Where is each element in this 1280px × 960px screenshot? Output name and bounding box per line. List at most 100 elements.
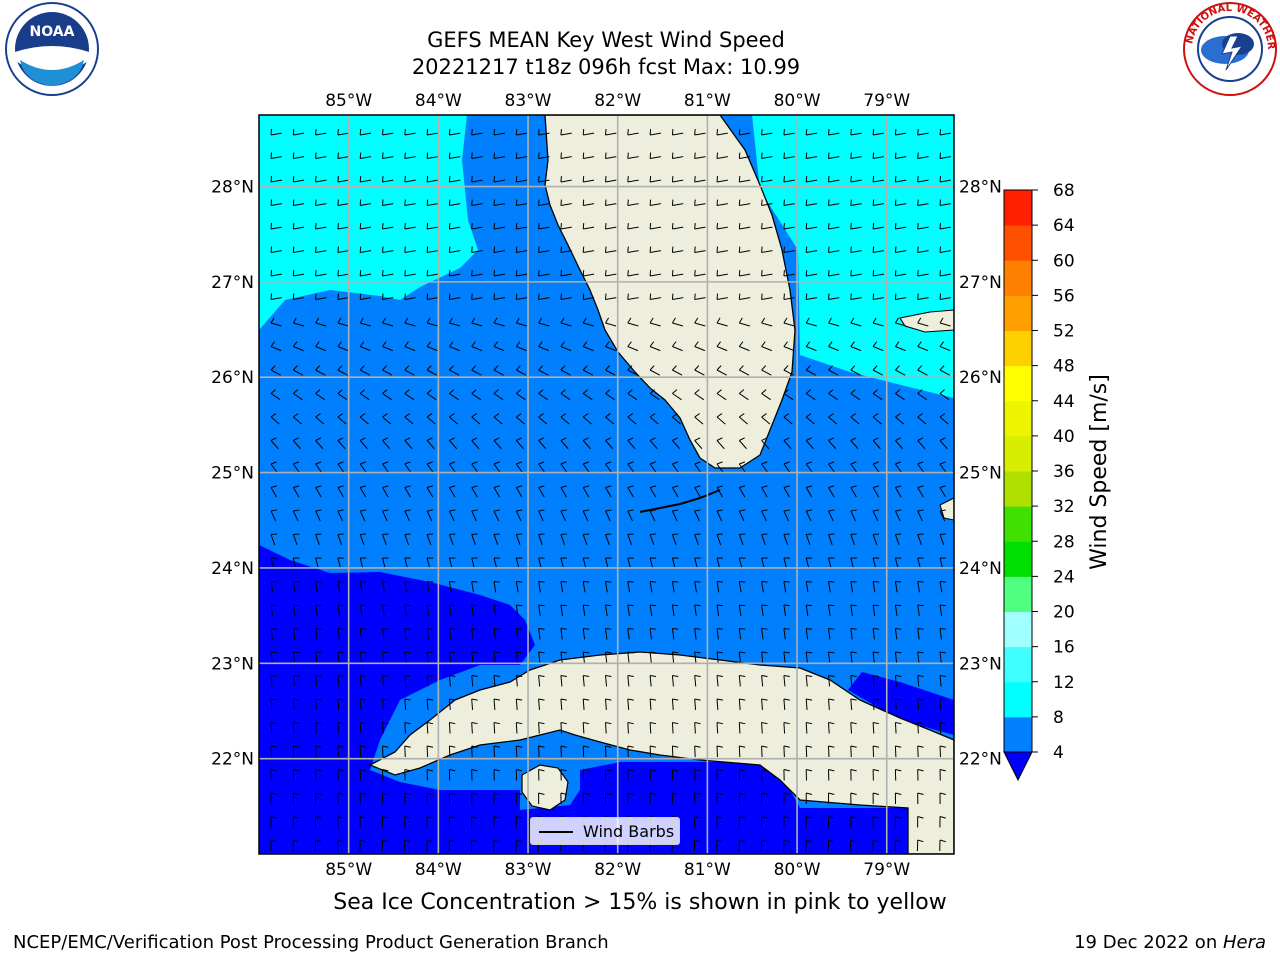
wind-barb	[627, 437, 636, 450]
wind-barb	[917, 651, 924, 663]
wind-barb	[627, 722, 634, 734]
wind-barb	[917, 365, 928, 376]
wind-barb	[738, 816, 746, 828]
wind-barb	[471, 175, 483, 183]
wind-barb	[716, 509, 723, 522]
wind-barb	[515, 317, 528, 327]
wind-barb	[315, 389, 325, 401]
wind-barb	[292, 293, 305, 300]
wind-barb	[582, 485, 590, 498]
wind-barb	[671, 698, 679, 711]
wind-barb	[783, 152, 795, 159]
wind-barb	[292, 604, 300, 616]
wind-barb	[426, 533, 434, 546]
wind-barb	[292, 461, 301, 474]
colorbar-swatch	[1004, 190, 1032, 226]
wind-barb	[716, 769, 723, 781]
wind-barb	[605, 365, 616, 376]
wind-barb	[694, 437, 703, 450]
wind-barb	[582, 509, 590, 522]
wind-barb	[359, 816, 367, 828]
wind-barb	[337, 698, 344, 711]
wind-barb	[671, 792, 679, 805]
wind-barb	[582, 533, 590, 546]
wind-barb	[939, 365, 950, 376]
wind-barb	[939, 389, 950, 401]
wind-barb	[805, 152, 818, 159]
wind-barb	[270, 246, 282, 253]
wind-barb	[716, 604, 724, 616]
wind-barb	[493, 199, 505, 206]
wind-barb	[270, 389, 281, 401]
wind-barb	[917, 222, 929, 230]
wind-barb	[337, 222, 349, 230]
wind-barb	[493, 557, 501, 569]
wind-barb	[493, 293, 505, 300]
wind-barb	[894, 246, 907, 253]
wind-barb	[448, 769, 456, 781]
wind-barb	[315, 175, 327, 183]
wind-barb	[605, 293, 617, 300]
wind-barb	[917, 269, 929, 277]
wind-barb	[939, 675, 947, 687]
wind-barb	[917, 722, 924, 734]
wind-barb	[337, 461, 345, 474]
wind-barb	[828, 509, 835, 522]
wind-barb	[738, 533, 746, 546]
wind-barb	[315, 269, 327, 277]
wind-barb	[315, 745, 322, 758]
wind-barb	[850, 722, 857, 734]
wind-barb	[515, 628, 523, 640]
wind-barb	[582, 269, 595, 277]
wind-barb	[671, 557, 679, 569]
wind-barb	[426, 413, 436, 425]
wind-barb	[426, 675, 434, 687]
wind-barb	[337, 557, 344, 569]
wind-barb	[872, 604, 880, 616]
wind-barb	[761, 651, 768, 663]
wind-barb	[694, 675, 701, 687]
lon-labels-top: 85°W 84°W 83°W 82°W 81°W 80°W 79°W	[325, 91, 910, 111]
wind-barb	[649, 269, 662, 277]
wind-barb	[560, 365, 571, 376]
wind-barb	[894, 509, 902, 522]
wind-barb	[359, 604, 367, 616]
wind-barb	[359, 533, 367, 546]
wind-barb	[560, 675, 567, 687]
wind-barb	[805, 816, 813, 828]
wind-barb	[493, 485, 501, 498]
wind-barb	[582, 628, 590, 640]
wind-barb	[404, 461, 412, 474]
wind-barb	[805, 839, 813, 852]
wind-barb	[471, 365, 482, 376]
wind-barb	[783, 792, 790, 805]
wind-barb	[917, 128, 929, 136]
wind-barb	[738, 152, 751, 159]
wind-barb	[515, 437, 524, 450]
wind-barb	[894, 533, 902, 546]
wind-barb	[694, 816, 701, 828]
wind-barb	[314, 839, 322, 852]
wind-barb	[315, 317, 327, 327]
wind-barb	[560, 269, 572, 277]
wind-barb	[850, 365, 861, 376]
wind-barb	[426, 792, 434, 805]
wind-barb	[538, 437, 547, 450]
wind-barb	[694, 175, 706, 183]
wind-barb	[738, 413, 748, 425]
wind-barb	[449, 437, 458, 450]
wind-barb	[828, 792, 835, 805]
wind-barb	[917, 769, 924, 781]
wind-barb	[872, 365, 884, 376]
wind-barb	[627, 675, 634, 687]
wind-barb	[382, 651, 389, 663]
noaa-logo: NOAA	[5, 2, 99, 96]
wind-barb	[760, 839, 768, 852]
wind-barb	[671, 769, 679, 781]
wind-barb	[404, 246, 416, 253]
wind-barb	[359, 389, 370, 401]
wind-barb	[850, 269, 862, 277]
wind-barb	[270, 628, 278, 640]
wind-barb	[805, 246, 818, 253]
wind-barb	[894, 317, 907, 327]
